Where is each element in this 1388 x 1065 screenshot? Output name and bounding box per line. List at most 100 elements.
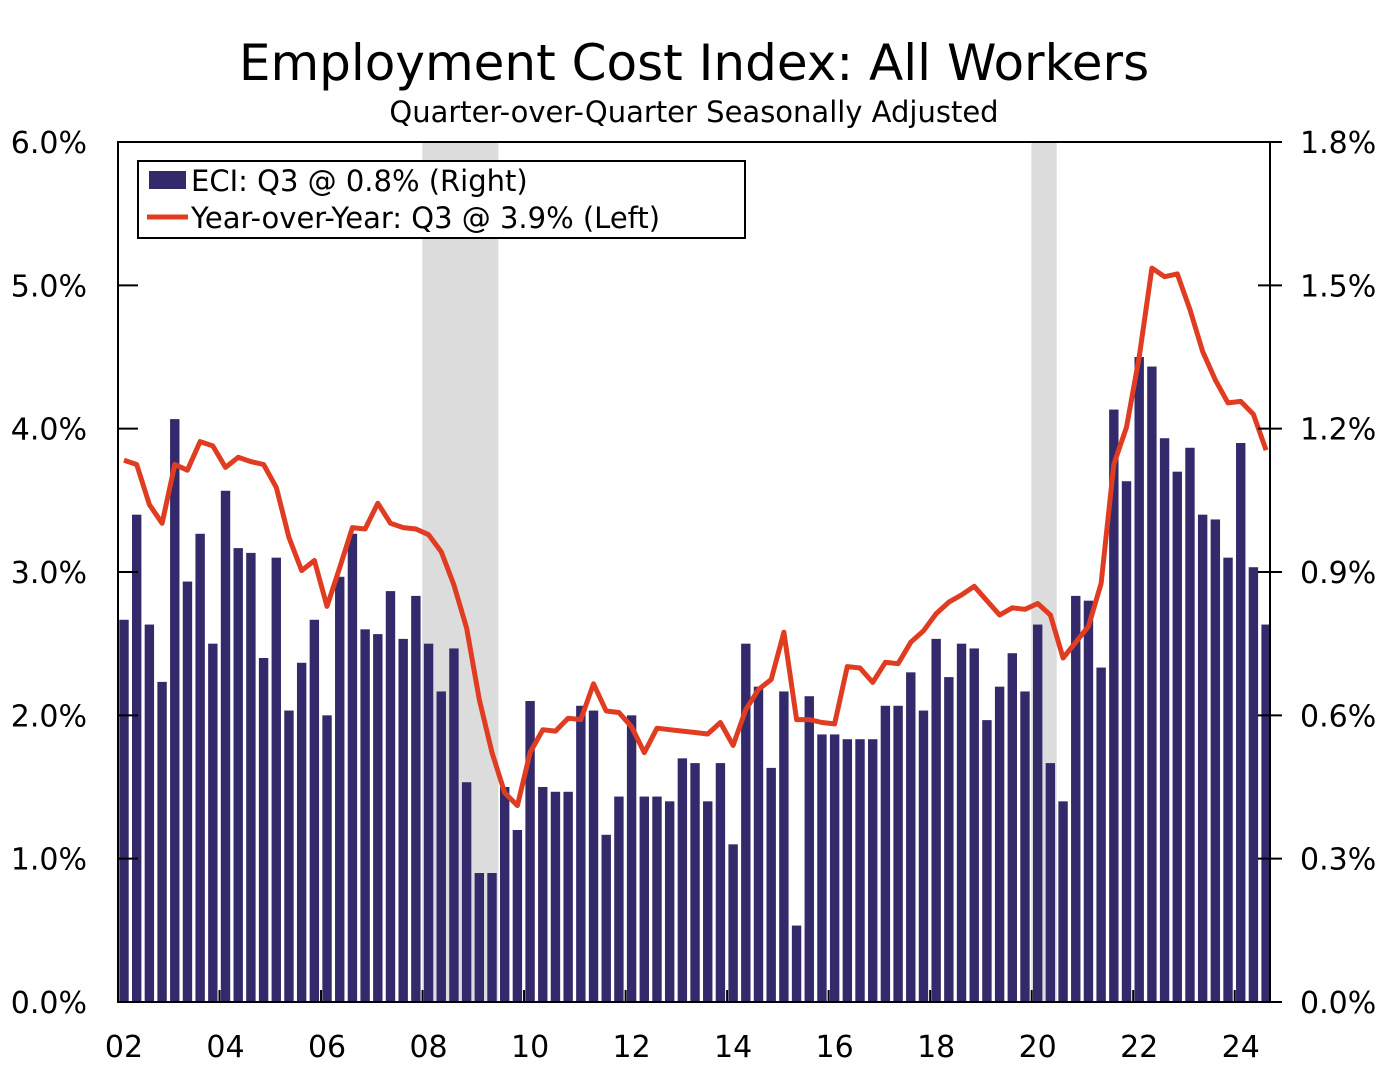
eci-bar [157,681,167,1002]
left-tick-label: 2.0% [11,699,87,734]
eci-bar [994,686,1005,1002]
eci-bar [1109,409,1119,1002]
eci-bar [601,834,611,1002]
x-tick-label: 14 [714,1030,752,1065]
eci-bar [195,533,205,1002]
right-tick-label: 0.0% [1300,986,1376,1021]
legend: ECI: Q3 @ 0.8% (Right) Year-over-Year: Q… [137,160,746,239]
eci-bar [918,710,929,1002]
eci-bar [335,576,345,1002]
eci-bar [182,581,193,1002]
eci-bar [131,514,142,1002]
eci-bar [1223,557,1233,1002]
eci-bar [741,643,751,1002]
right-tick-label: 1.8% [1300,126,1376,161]
eci-bar [436,691,446,1002]
eci-bar [233,548,243,1002]
eci-bar [842,739,853,1002]
eci-bar [144,624,155,1002]
eci-bar [208,643,218,1002]
eci-bar [385,591,396,1002]
eci-bar [804,696,814,1002]
eci-bar [1248,567,1259,1002]
left-tick-label: 6.0% [11,126,87,161]
eci-bar [626,715,637,1002]
eci-bar [360,629,370,1002]
eci-bar [969,648,979,1002]
left-tick-label: 1.0% [11,843,87,878]
right-tick-label: 1.2% [1300,413,1376,448]
eci-bar [893,705,903,1002]
eci-bar [1007,653,1017,1002]
eci-bar [868,739,878,1002]
eci-bar [753,686,764,1002]
eci-bar [728,844,738,1002]
eci-bar [766,767,776,1002]
x-tick-label: 08 [409,1030,447,1065]
eci-bar [614,796,624,1002]
eci-bar [652,796,662,1002]
eci-bar [500,787,510,1002]
eci-bar [576,705,586,1002]
eci-bar [944,677,954,1002]
eci-bar [461,782,472,1002]
eci-bar [1159,438,1170,1002]
eci-bar [563,791,573,1002]
eci-bar [373,634,383,1002]
eci-bar [1172,471,1182,1003]
eci-bar [538,787,548,1002]
left-tick-label: 3.0% [11,556,87,591]
eci-bar [1121,481,1132,1002]
chart-subtitle: Quarter-over-Quarter Seasonally Adjusted [389,95,998,129]
eci-bar [296,662,307,1002]
eci-bar [1147,366,1157,1002]
x-tick-label: 20 [1019,1030,1057,1065]
right-tick-label: 1.5% [1300,269,1376,304]
eci-bar [309,619,320,1002]
recession-band [422,142,499,1002]
eci-bar [588,710,599,1002]
eci-bar [1134,357,1144,1002]
left-tick-label: 5.0% [11,269,87,304]
eci-bar [170,419,180,1003]
eci-bar [347,533,358,1002]
eci-bar [284,710,294,1002]
eci-bars [119,357,1271,1003]
eci-bar [639,796,649,1002]
eci-bar [487,873,497,1002]
eci-bar [791,925,802,1002]
legend-label-yoy: Year-over-Year: Q3 @ 3.9% (Left) [190,201,660,235]
yoy-line-group [123,265,1269,809]
yoy-line [123,265,1269,809]
eci-bar [423,643,434,1002]
eci-bar [322,715,332,1002]
eci-bar [246,552,256,1002]
eci-bar [220,490,231,1002]
recession-shading [422,142,1057,1002]
eci-bar [1058,801,1068,1002]
eci-bar [715,763,726,1002]
eci-bar [449,648,459,1002]
eci-bar [817,734,827,1002]
legend-label-eci: ECI: Q3 @ 0.8% (Right) [191,164,528,198]
eci-bar [271,557,281,1002]
x-tick-label: 16 [816,1030,854,1065]
x-tick-label: 24 [1222,1030,1260,1065]
left-tick-label: 4.0% [11,413,87,448]
eci-bar [1071,595,1081,1002]
eci-bar [1210,519,1221,1002]
eci-bar [880,705,891,1002]
eci-bar [1083,600,1094,1002]
x-tick-label: 10 [511,1030,549,1065]
x-tick-label: 04 [206,1030,244,1065]
eci-bar [1236,443,1246,1002]
eci-bar [956,643,967,1002]
eci-bar [931,638,941,1002]
eci-bar [119,619,129,1002]
eci-bar [512,830,523,1002]
eci-bar [550,791,561,1002]
legend-box [137,160,746,239]
eci-bar [829,734,840,1002]
eci-bar [982,720,992,1002]
eci-bar [677,758,688,1002]
